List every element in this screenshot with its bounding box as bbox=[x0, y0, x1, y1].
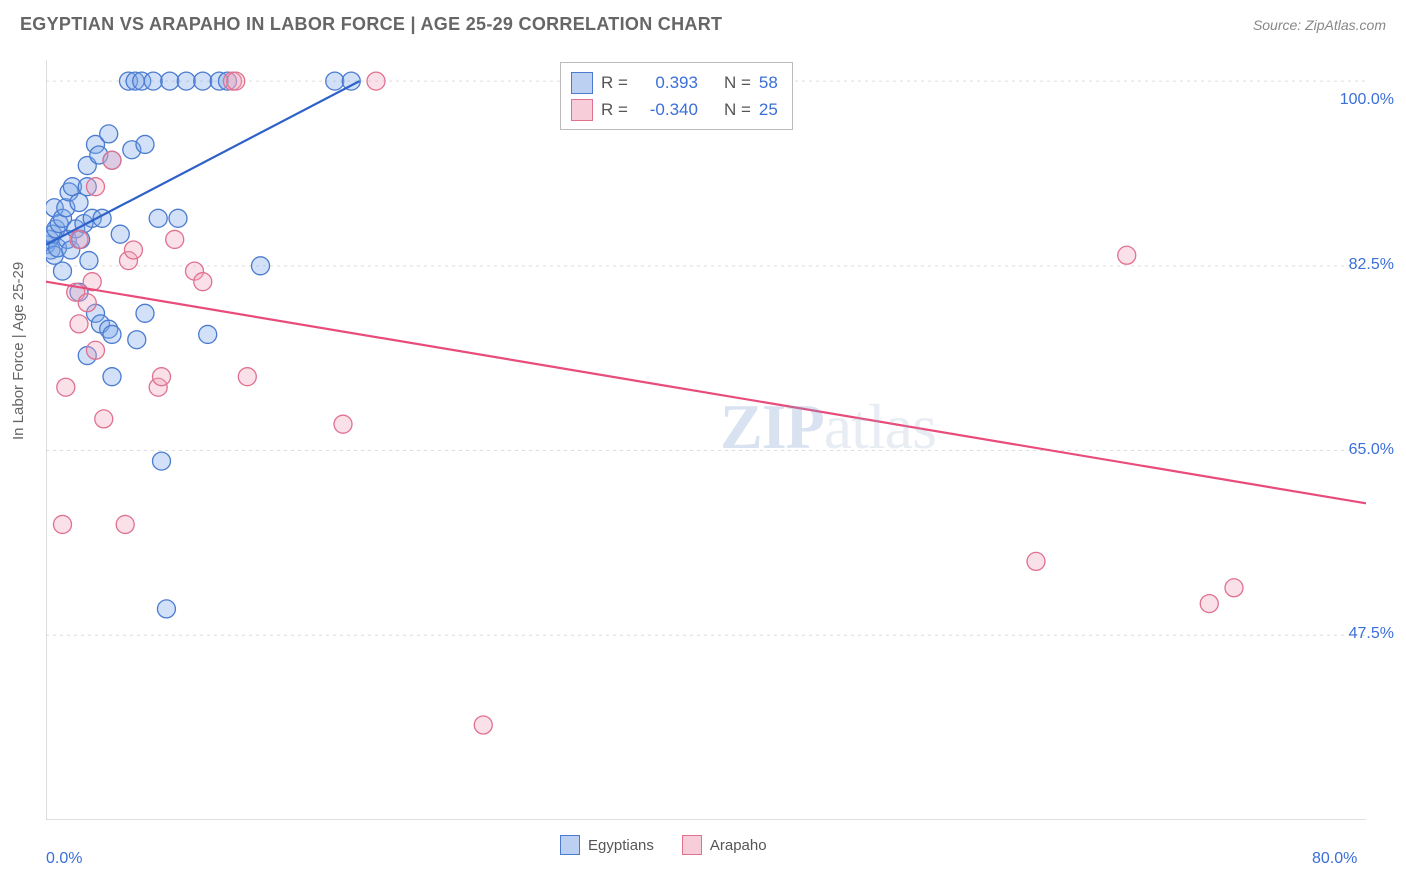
plot-area bbox=[46, 60, 1366, 820]
legend-row: R =0.393N =58 bbox=[571, 69, 778, 96]
chart-source: Source: ZipAtlas.com bbox=[1253, 17, 1386, 33]
y-axis-label: In Labor Force | Age 25-29 bbox=[10, 262, 27, 440]
chart-title: EGYPTIAN VS ARAPAHO IN LABOR FORCE | AGE… bbox=[20, 14, 722, 35]
y-tick-label: 65.0% bbox=[1349, 441, 1394, 459]
legend-row: R =-0.340N =25 bbox=[571, 96, 778, 123]
legend-swatch bbox=[571, 72, 593, 94]
correlation-legend: R =0.393N =58R =-0.340N =25 bbox=[560, 62, 793, 130]
legend-swatch bbox=[560, 835, 580, 855]
y-tick-label: 82.5% bbox=[1349, 256, 1394, 274]
series-legend-item: Egyptians bbox=[560, 835, 654, 855]
legend-swatch bbox=[571, 99, 593, 121]
x-tick-label: 80.0% bbox=[1312, 850, 1357, 868]
series-legend-item: Arapaho bbox=[682, 835, 767, 855]
series-legend-label: Arapaho bbox=[710, 837, 767, 854]
y-tick-label: 100.0% bbox=[1340, 91, 1394, 109]
series-legend-label: Egyptians bbox=[588, 837, 654, 854]
legend-swatch bbox=[682, 835, 702, 855]
y-tick-label: 47.5% bbox=[1349, 625, 1394, 643]
x-tick-label: 0.0% bbox=[46, 850, 82, 868]
series-legend: Egyptians Arapaho bbox=[560, 835, 767, 855]
